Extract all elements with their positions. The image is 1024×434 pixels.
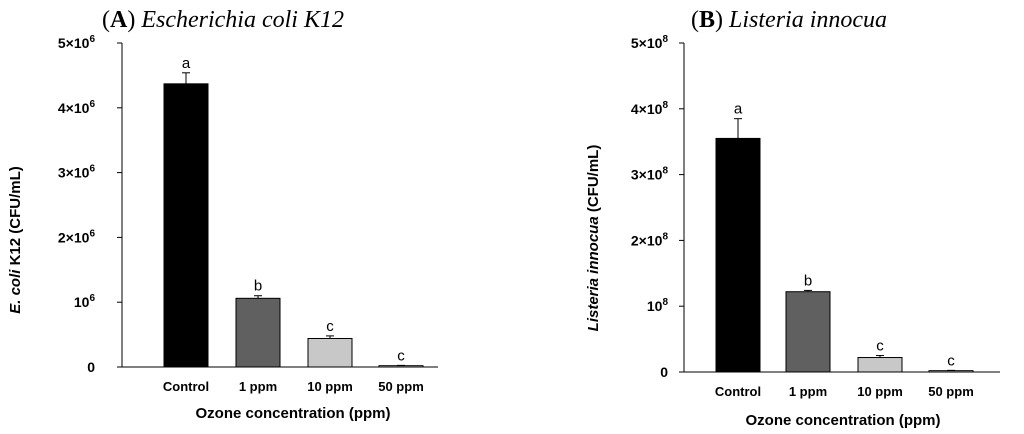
- panel-a-category-label: 50 ppm: [378, 379, 424, 394]
- panel-a-y-tick-label: 0: [87, 359, 95, 375]
- panel-a-y-tick-label: 2×106: [58, 228, 96, 245]
- panel-b-bar: [857, 357, 903, 373]
- panel-a-y-tick-label: 106: [74, 293, 96, 310]
- panel-b-significance-letter: b: [804, 272, 812, 289]
- panel-a-label: A: [110, 7, 128, 33]
- panel-b-y-tick-label: 2×108: [631, 231, 669, 248]
- panel-a-plot: 0 106 2×106 3×106 4×106 5×106 a Control b 1 ppm c 1…: [58, 34, 438, 394]
- panel-a-x-axis-label: Ozone concentration (ppm): [196, 405, 391, 422]
- panel-b-plot: 0 108 2×108 3×108 4×108 5×108 a Control b 1 ppm c 1…: [631, 34, 1000, 399]
- panel-b-title: (B) Listeria innocua: [691, 7, 887, 33]
- panel-a-bar: [307, 337, 353, 368]
- panel-a-y-tick-label: 4×106: [58, 99, 96, 116]
- panel-a-category-label: 1 ppm: [239, 379, 277, 394]
- panel-a-y-tick-label: 3×106: [58, 164, 96, 181]
- panel-b-y-tick-label: 3×108: [631, 166, 669, 183]
- panel-a-bar: [378, 365, 424, 368]
- panel-a-bar: [235, 297, 281, 368]
- panel-b-species: Listeria innocua: [728, 7, 887, 33]
- panel-b-significance-letter: c: [876, 338, 884, 355]
- panel-b-bar: [715, 137, 761, 373]
- panel-b-y-tick-label: 0: [660, 364, 668, 380]
- panel-b-y-tick-label: 5×108: [631, 34, 669, 51]
- panel-b-category-label: 10 ppm: [857, 384, 903, 399]
- panel-a-category-label: Control: [163, 379, 209, 394]
- panel-b-bar: [928, 370, 974, 373]
- panel-b-bar: [785, 291, 831, 373]
- panel-a-significance-letter: c: [397, 347, 405, 364]
- panel-b-y-tick-label: 4×108: [631, 100, 669, 117]
- panel-b-category-label: Control: [715, 384, 761, 399]
- panel-b-y-tick-label: 108: [647, 297, 669, 314]
- panel-b-significance-letter: c: [947, 352, 955, 369]
- panel-a-category-label: 10 ppm: [307, 379, 353, 394]
- panel-a-significance-letter: c: [326, 318, 334, 335]
- panel-b-x-axis-label: Ozone concentration (ppm): [746, 412, 941, 429]
- panel-a-title: (A) Escherichia coli K12: [102, 7, 344, 33]
- panel-a-y-axis-label: E. coli K12 (CFU/mL): [7, 166, 24, 314]
- panel-b-category-label: 50 ppm: [928, 384, 974, 399]
- panel-a-significance-letter: a: [182, 55, 191, 72]
- panel-b-category-label: 1 ppm: [789, 384, 827, 399]
- panel-a-y-tick-label: 5×106: [58, 34, 96, 51]
- panel-b-y-axis-label: Listeria innocua (CFU/mL): [585, 145, 602, 332]
- panel-a-significance-letter: b: [254, 278, 262, 295]
- panel-a-species: Escherichia coli K12: [140, 7, 344, 33]
- panel-b-label: B: [699, 7, 715, 33]
- panel-a-bar: [163, 83, 209, 368]
- panel-b-significance-letter: a: [734, 101, 743, 118]
